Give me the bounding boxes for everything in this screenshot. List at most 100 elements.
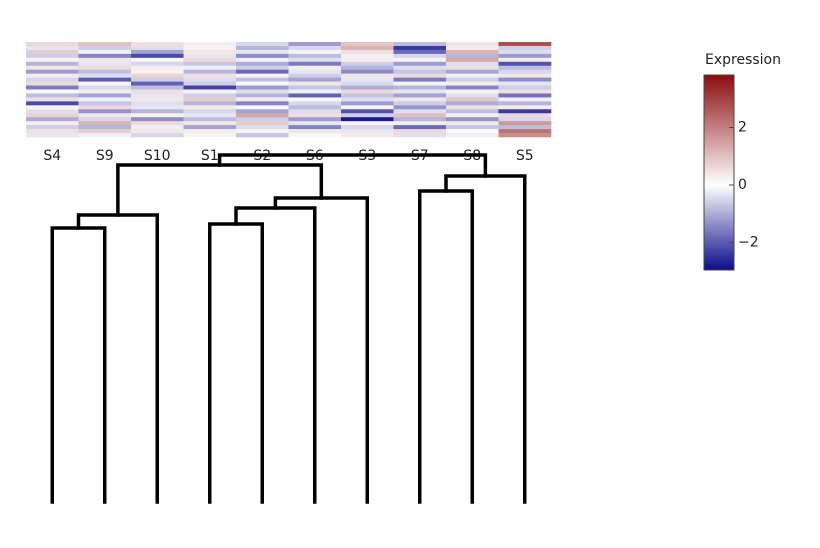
heatmap-cell (498, 129, 552, 134)
heatmap-cell (288, 45, 342, 51)
heatmap-cell (78, 89, 132, 94)
heatmap-cell (236, 113, 289, 118)
heatmap-cell (26, 69, 79, 74)
heatmap-cell (236, 45, 289, 51)
heatmap-cell (26, 109, 79, 114)
x-tick-label: S10 (144, 148, 171, 164)
x-tick-label: S4 (43, 148, 61, 164)
heatmap-cell (236, 101, 289, 106)
heatmap-cell (236, 42, 289, 47)
heatmap-cell (341, 42, 394, 47)
heatmap-cell (288, 69, 342, 74)
heatmap-cell (498, 57, 552, 63)
heatmap-cell (26, 57, 79, 63)
heatmap-cell (78, 45, 132, 51)
heatmap-cell (131, 77, 184, 82)
heatmap-cell (131, 57, 184, 63)
heatmap-cell (78, 49, 132, 55)
heatmap-cell (26, 97, 79, 102)
heatmap-cell (288, 81, 342, 86)
heatmap-cell (393, 73, 447, 78)
heatmap-cell (446, 69, 499, 74)
heatmap-cell (236, 121, 289, 126)
heatmap-cell (341, 113, 394, 118)
x-tick-label: S5 (516, 148, 534, 164)
heatmap-cell (183, 49, 237, 55)
heatmap-cell (78, 113, 132, 118)
colorbar-tick-label: 0 (738, 177, 747, 193)
heatmap-cell (288, 49, 342, 55)
heatmap-cell (341, 105, 394, 110)
heatmap-cell (446, 125, 499, 130)
heatmap-cell (183, 61, 237, 67)
heatmap-cell (78, 57, 132, 63)
heatmap-cell (341, 121, 394, 126)
heatmap-cell (288, 97, 342, 102)
heatmap-cell (341, 125, 394, 130)
heatmap-cell (26, 73, 79, 78)
heatmap-cell (446, 57, 499, 63)
heatmap-cell (288, 85, 342, 90)
heatmap-cell (131, 49, 184, 55)
dendrogram-link (444, 174, 527, 504)
heatmap-cell (183, 69, 237, 74)
heatmap-cell (183, 129, 237, 134)
heatmap-cell (26, 81, 79, 86)
heatmap-cell (183, 113, 237, 118)
heatmap-cell (131, 42, 184, 47)
heatmap-cell (131, 105, 184, 110)
heatmap-cell (446, 133, 499, 138)
heatmap-cell (236, 105, 289, 110)
heatmap-cell (446, 53, 499, 59)
heatmap-cell (131, 133, 184, 138)
colorbar-title: Expression (705, 52, 781, 68)
heatmap-cell (446, 129, 499, 134)
heatmap-cell (288, 61, 342, 67)
x-tick-label: S1 (201, 148, 219, 164)
heatmap-cell (288, 42, 342, 47)
heatmap-cell (131, 101, 184, 106)
heatmap-cell (236, 61, 289, 67)
heatmap-cell (446, 85, 499, 90)
heatmap-cell (446, 117, 499, 122)
heatmap-cell (446, 113, 499, 118)
heatmap-cell (341, 61, 394, 67)
heatmap-cell (498, 133, 552, 138)
heatmap-cell (183, 73, 237, 78)
heatmap-cell (498, 49, 552, 55)
dendrogram-link (273, 196, 369, 504)
heatmap-cell (498, 73, 552, 78)
heatmap-cell (236, 93, 289, 98)
heatmap-cell (446, 45, 499, 51)
heatmap-cell (131, 73, 184, 78)
heatmap-cell (183, 117, 237, 122)
dendrogram-link (208, 222, 264, 504)
heatmap-cell (78, 101, 132, 106)
heatmap-cell (131, 69, 184, 74)
heatmap-cell (288, 89, 342, 94)
heatmap-cell (393, 49, 447, 55)
heatmap-cell (446, 77, 499, 82)
heatmap-cell (341, 45, 394, 51)
heatmap-cell (446, 97, 499, 102)
dendrogram-link (76, 213, 159, 504)
heatmap-cell (393, 105, 447, 110)
heatmap-cell (498, 89, 552, 94)
heatmap-cell (26, 105, 79, 110)
heatmap-cell (446, 101, 499, 106)
heatmap-cell (236, 69, 289, 74)
heatmap-cell (393, 133, 447, 138)
heatmap-cell (498, 69, 552, 74)
heatmap-cell (78, 129, 132, 134)
heatmap-cell (131, 129, 184, 134)
heatmap-cell (393, 85, 447, 90)
heatmap-cell (236, 85, 289, 90)
heatmap-cell (288, 125, 342, 130)
heatmap-cell (498, 53, 552, 59)
heatmap-cell (393, 89, 447, 94)
heatmap-cell (78, 105, 132, 110)
heatmap-cell (236, 57, 289, 63)
heatmap-cell (236, 129, 289, 134)
heatmap-cell (26, 77, 79, 82)
heatmap-cell (498, 61, 552, 67)
